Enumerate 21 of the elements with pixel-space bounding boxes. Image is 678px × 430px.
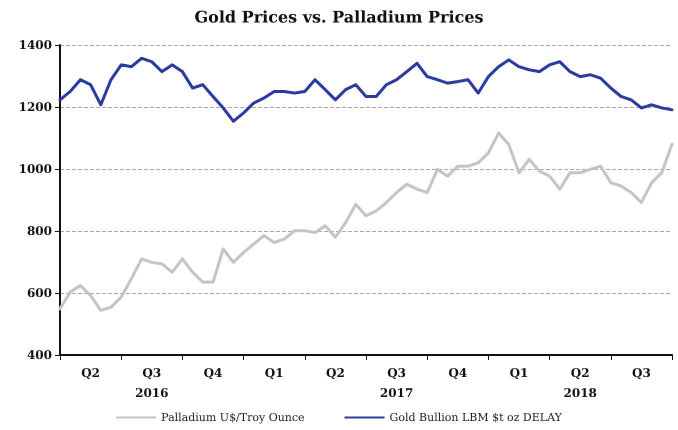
x-tick-label: Q3 2017 (380, 366, 414, 400)
legend-label: Gold Bullion LBM $t oz DELAY (390, 411, 563, 424)
chart-title: Gold Prices vs. Palladium Prices (194, 8, 484, 26)
y-tick-label: 1000 (18, 162, 52, 176)
x-tick-label: Q3 (632, 366, 651, 380)
x-tick-label: Q2 (81, 366, 100, 380)
x-tick-label: Q4 (448, 366, 468, 380)
line-series (58, 132, 674, 312)
legend-label: Palladium U$/Troy Ounce (161, 411, 305, 424)
y-tick-label: 600 (26, 286, 52, 300)
y-tick-label: 1400 (18, 38, 52, 52)
line-series (58, 56, 674, 123)
x-tick-label: Q3 2016 (135, 366, 169, 400)
x-tick-label: Q2 2018 (563, 366, 597, 400)
y-tick-label: 400 (26, 348, 52, 362)
x-tick-label: Q1 (510, 366, 528, 380)
y-tick-label: 1200 (18, 100, 52, 114)
x-tick-label: Q4 (204, 366, 222, 380)
y-tick-label: 800 (26, 224, 52, 238)
x-tick-label: Q2 (326, 366, 345, 380)
x-tick-label: Q1 (264, 366, 284, 380)
